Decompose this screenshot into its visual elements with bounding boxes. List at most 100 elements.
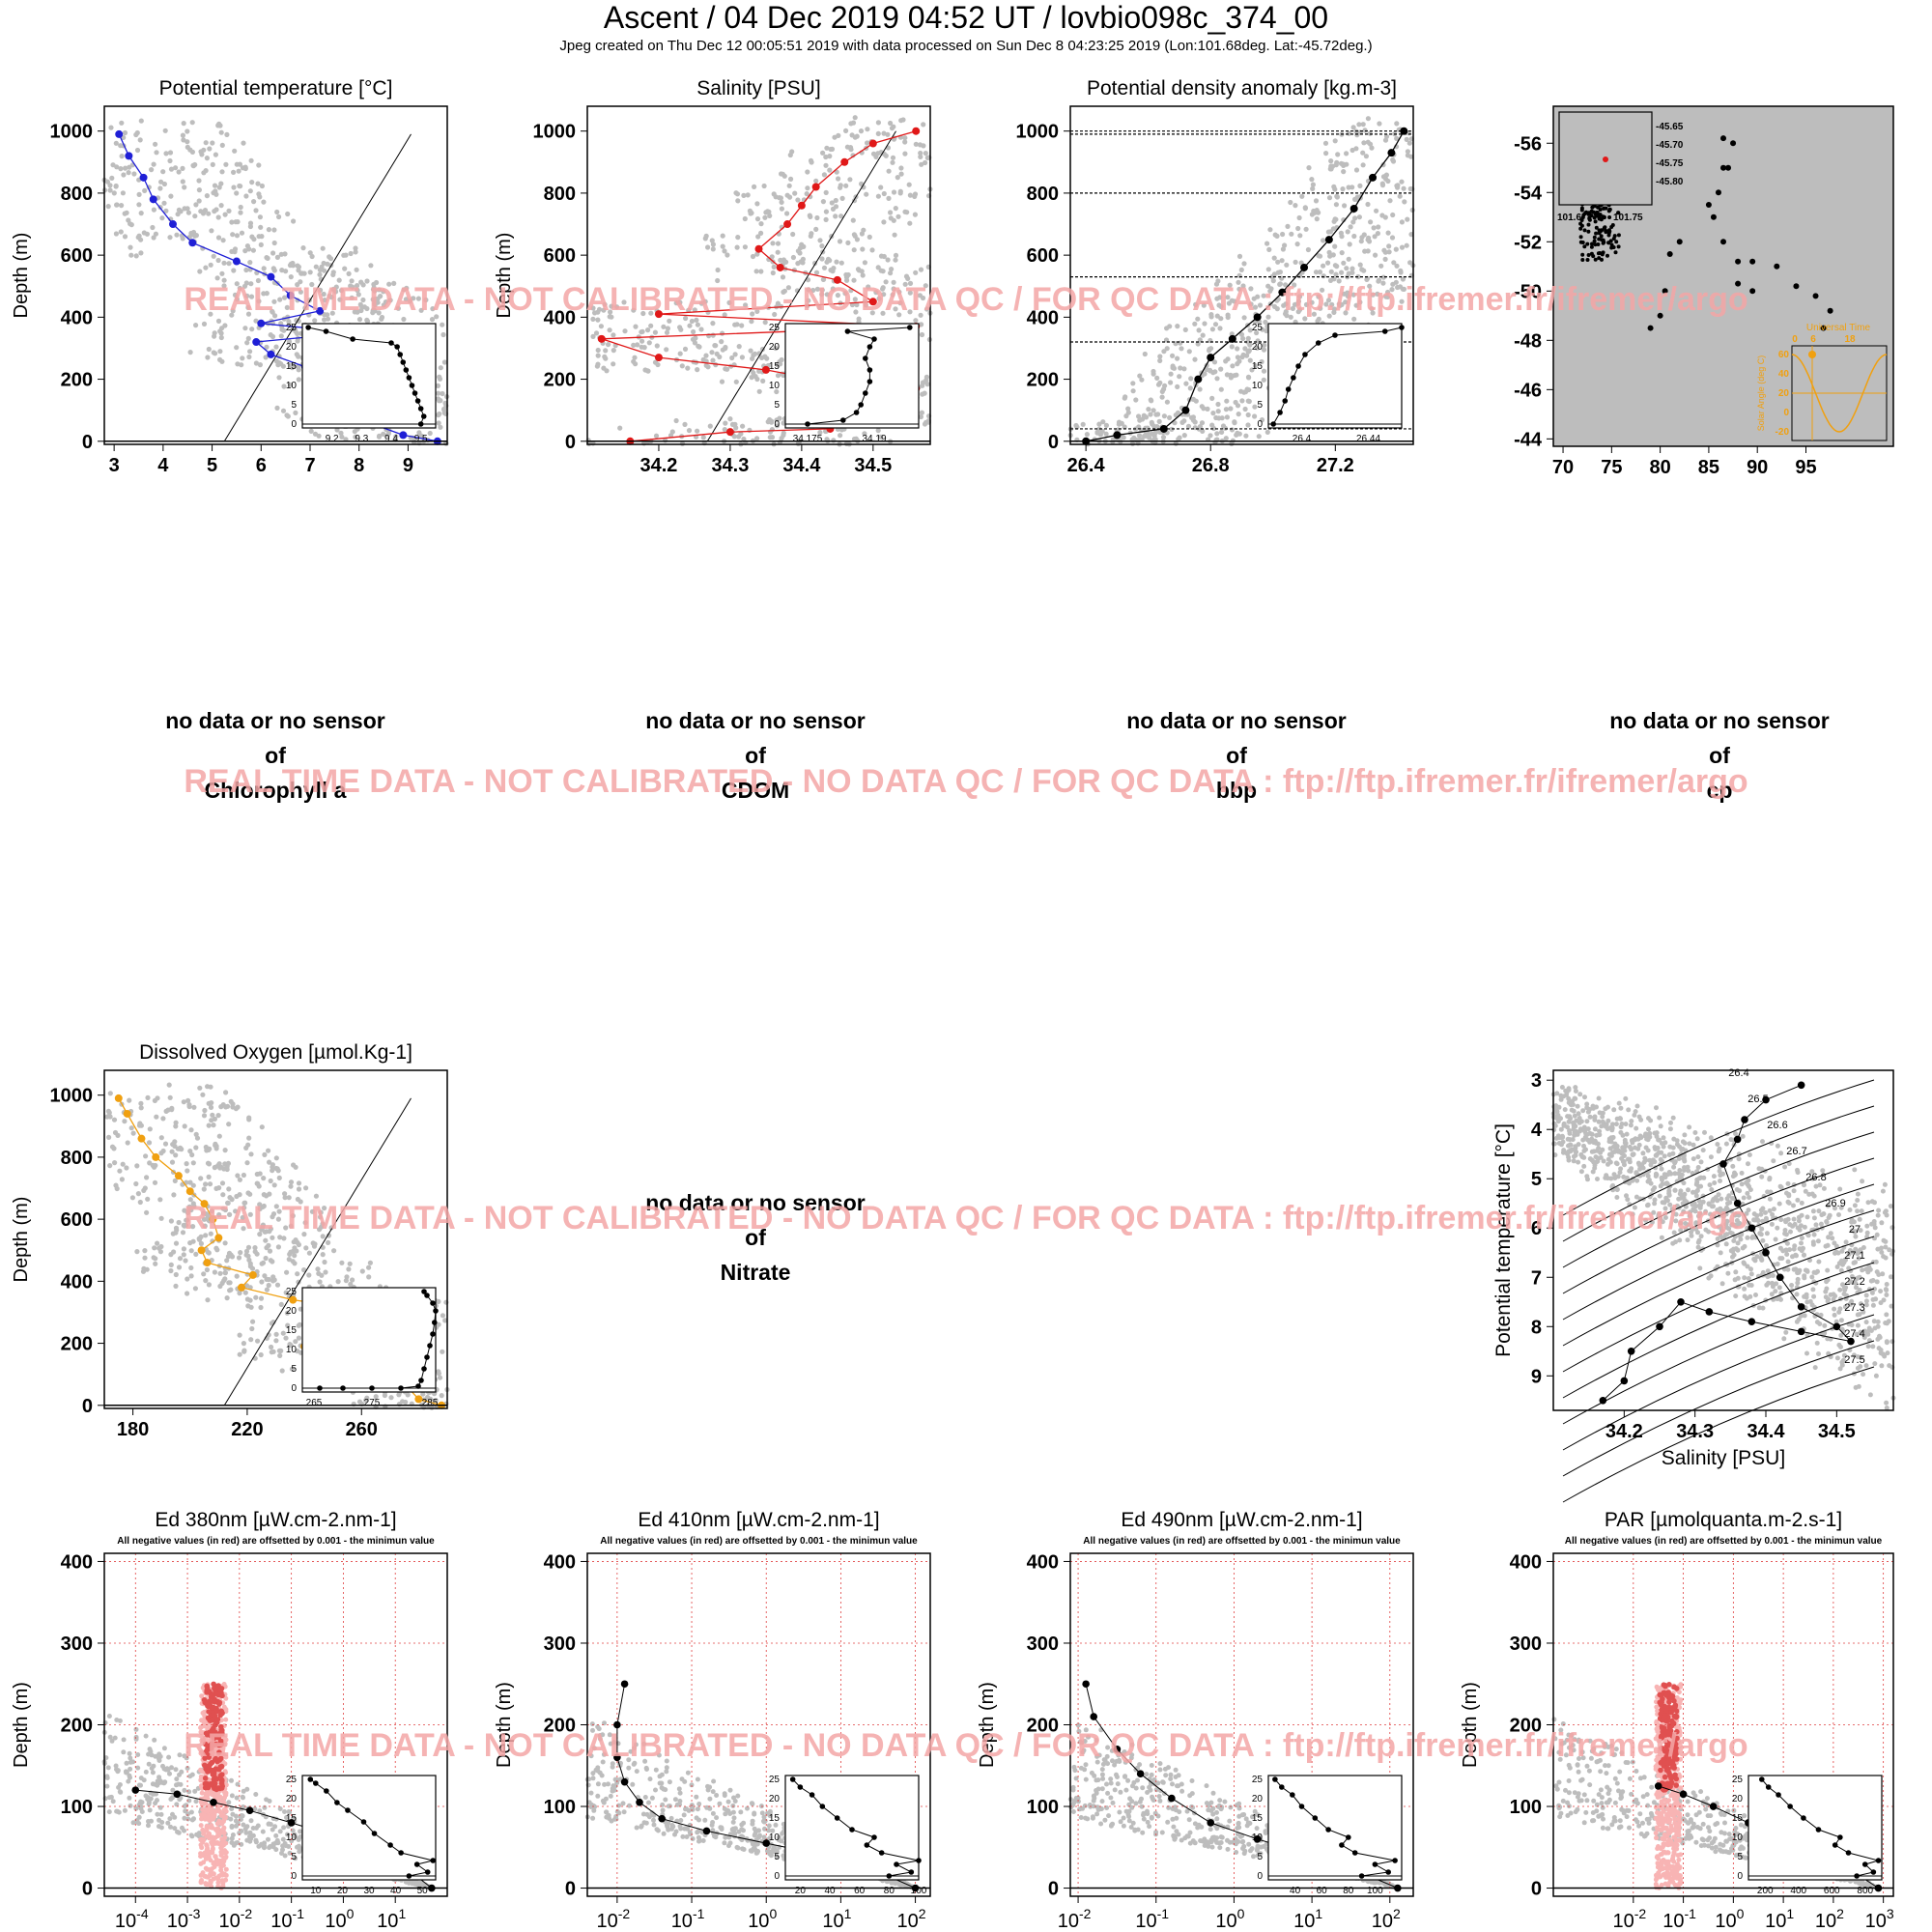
archive-point <box>1685 1237 1690 1243</box>
archive-point <box>1634 1170 1639 1176</box>
archive-point <box>781 288 788 294</box>
archive-point <box>181 1252 186 1258</box>
archive-point <box>176 1264 183 1270</box>
xtick-label: 5 <box>207 455 217 476</box>
archive-point <box>838 433 843 439</box>
archive-point <box>885 257 891 263</box>
ytick-label: -44 <box>1514 429 1543 450</box>
archive-point <box>109 1144 116 1150</box>
archive-point <box>215 123 221 128</box>
archive-point <box>189 120 195 126</box>
archive-point <box>395 305 401 311</box>
inset-frame <box>784 323 920 429</box>
archive-point <box>317 271 323 277</box>
archive-point <box>264 1287 270 1293</box>
archive-point <box>1776 1285 1782 1291</box>
panel-title: Potential temperature [°C] <box>159 77 393 99</box>
archive-point <box>1209 327 1215 332</box>
archive-point <box>193 1251 199 1257</box>
archive-point <box>739 323 745 328</box>
archive-point <box>878 253 885 259</box>
archive-point <box>617 425 623 431</box>
archive-point <box>436 412 441 418</box>
archive-point <box>288 274 294 280</box>
archive-point <box>190 1238 196 1244</box>
archive-point <box>1742 1286 1747 1292</box>
archive-point <box>827 154 833 159</box>
archive-point <box>241 1341 246 1347</box>
profile-point <box>597 334 606 343</box>
archive-point <box>1284 262 1290 268</box>
archive-point <box>854 237 861 242</box>
ytick-label: 200 <box>61 1334 93 1355</box>
archive-point <box>709 238 715 243</box>
archive-point <box>715 267 721 273</box>
archive-point <box>1698 1183 1704 1189</box>
inset-ytick-label: 15 <box>286 361 298 372</box>
archive-point <box>300 245 306 251</box>
archive-point <box>1332 138 1338 144</box>
inset-point <box>388 340 394 346</box>
archive-point <box>1791 1188 1797 1194</box>
archive-point <box>764 355 770 361</box>
archive-point <box>754 216 761 222</box>
inset-ytick-label: 0 <box>1257 419 1263 430</box>
archive-point <box>1201 406 1207 412</box>
archive-point <box>727 416 733 422</box>
archive-point <box>1735 1275 1741 1281</box>
archive-point <box>293 1164 298 1170</box>
archive-point <box>819 292 825 298</box>
archive-point <box>334 427 340 433</box>
track-point <box>1594 211 1599 214</box>
ts-panel: 26.426.526.626.726.826.92727.127.227.327… <box>1492 1067 1896 1503</box>
archive-point <box>1302 206 1308 212</box>
archive-point <box>1571 1158 1577 1164</box>
archive-point <box>843 274 850 280</box>
archive-point <box>386 281 392 287</box>
solar-ytick-label: 20 <box>1778 388 1790 399</box>
solar-xtick-label: 18 <box>1844 334 1856 345</box>
archive-point <box>1677 1168 1683 1173</box>
xtick-label: 70 <box>1552 457 1574 478</box>
archive-point <box>639 328 645 334</box>
archive-point <box>1824 1279 1830 1285</box>
archive-point <box>1220 423 1227 429</box>
profile-point <box>1228 334 1236 343</box>
archive-point <box>160 169 166 175</box>
archive-point <box>1633 1136 1638 1142</box>
ytick-label: 600 <box>61 245 93 267</box>
archive-point <box>234 1193 240 1200</box>
archive-point <box>1369 145 1375 151</box>
archive-point <box>169 1159 176 1165</box>
archive-point <box>1240 335 1246 342</box>
archive-point <box>823 209 830 214</box>
archive-point <box>173 1120 179 1125</box>
archive-point <box>1742 1243 1747 1249</box>
archive-point <box>698 300 705 306</box>
archive-point <box>322 268 327 273</box>
archive-point <box>346 270 352 276</box>
archive-point <box>639 338 645 344</box>
inset-point <box>415 1383 421 1389</box>
archive-point <box>144 1175 150 1180</box>
archive-point <box>167 157 173 164</box>
inset-point <box>417 421 424 427</box>
archive-point <box>327 256 334 262</box>
archive-point <box>201 1186 207 1192</box>
archive-point <box>726 299 732 305</box>
archive-point <box>1863 1320 1869 1325</box>
archive-point <box>646 340 652 346</box>
inset-point <box>414 398 421 404</box>
archive-point <box>1585 1137 1590 1143</box>
archive-point <box>174 232 180 238</box>
archive-point <box>248 157 254 163</box>
archive-point <box>830 286 836 292</box>
inset-point <box>1399 325 1405 330</box>
archive-point <box>245 1244 252 1250</box>
ytick-label: -54 <box>1514 183 1543 204</box>
profile-point <box>1300 263 1309 271</box>
archive-point <box>185 1291 190 1296</box>
archive-point <box>862 260 868 266</box>
archive-point <box>1116 419 1122 425</box>
